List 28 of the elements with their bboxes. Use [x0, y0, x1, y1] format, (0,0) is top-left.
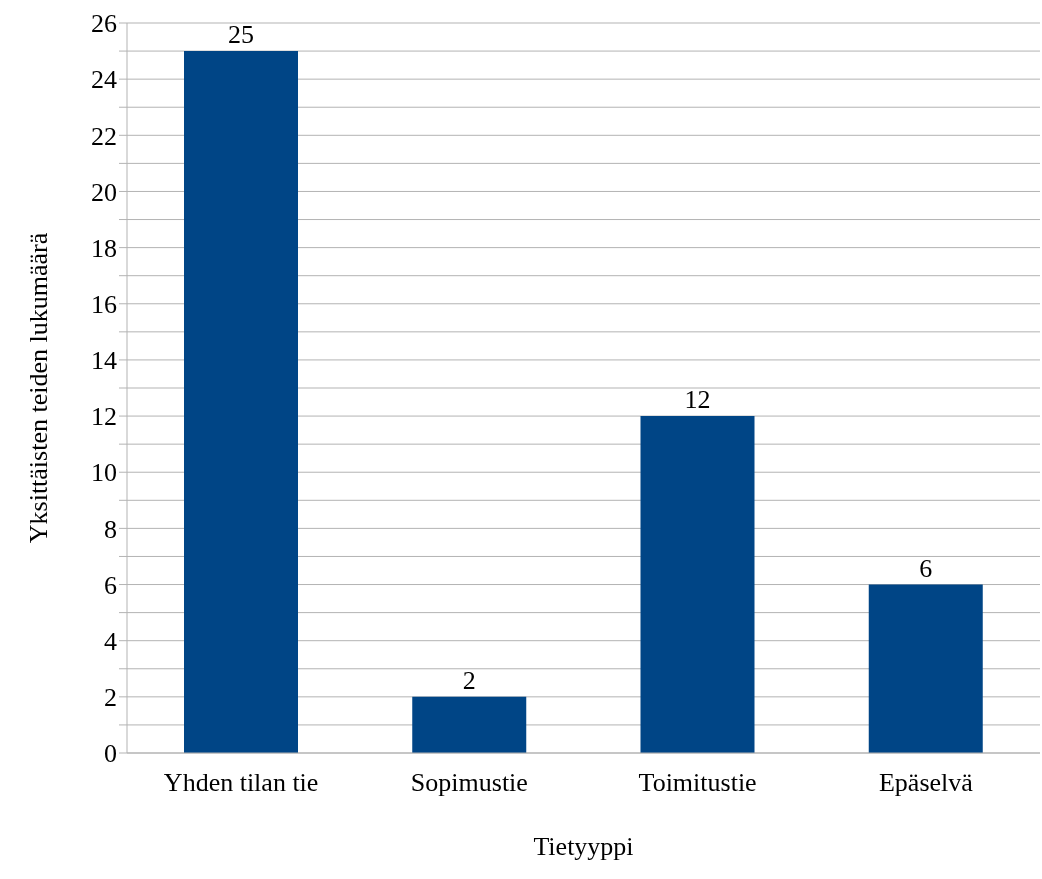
- y-tick-label: 10: [91, 458, 117, 488]
- x-axis-title: Tietyyppi: [533, 832, 634, 861]
- y-tick-label: 20: [91, 177, 117, 207]
- bar: [412, 696, 527, 753]
- y-tick-label: 2: [104, 683, 117, 713]
- bar: [640, 416, 755, 753]
- data-label: 6: [919, 553, 933, 583]
- y-tick-label: 24: [91, 65, 117, 95]
- y-tick-label: 0: [104, 739, 117, 769]
- data-label: 2: [462, 665, 476, 695]
- x-tick-label: Yhden tilan tie: [163, 768, 319, 798]
- y-tick-label: 4: [104, 626, 117, 656]
- bar: [184, 51, 298, 753]
- y-axis-title: Yksittäisten teiden lukumäärä: [24, 232, 54, 544]
- data-label: 25: [228, 20, 254, 50]
- y-tick-label: 22: [91, 121, 117, 151]
- x-tick-label: Sopimustie: [410, 768, 528, 798]
- y-tick-label: 16: [91, 290, 117, 319]
- y-tick-label: 12: [91, 402, 117, 432]
- y-tick-label: 18: [91, 233, 117, 263]
- y-tick-label: 6: [104, 570, 117, 600]
- y-tick-label: 14: [91, 346, 117, 376]
- data-label: 12: [684, 385, 711, 415]
- x-tick-label: Epäselvä: [878, 768, 974, 798]
- y-tick-label: 26: [91, 9, 117, 39]
- x-tick-label: Toimitustie: [638, 768, 757, 798]
- bar: [868, 584, 983, 753]
- y-tick-label: 8: [104, 514, 117, 544]
